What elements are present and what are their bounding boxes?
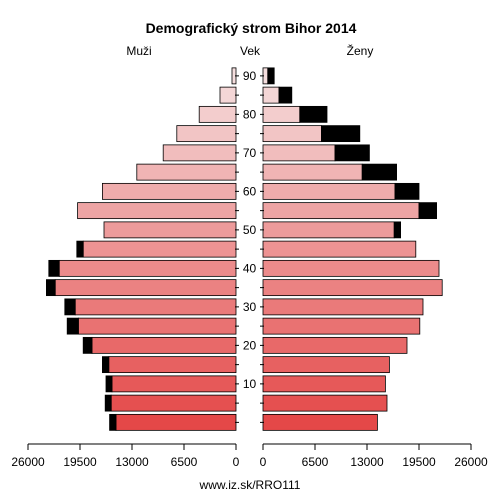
women-bar-45-49 <box>262 240 417 258</box>
women-bar-60-64 <box>262 182 396 200</box>
age-tick-label: 40 <box>243 261 257 275</box>
right-series-label: Ženy <box>347 43 374 58</box>
age-tick-label: 90 <box>243 69 257 83</box>
men-bar-60-64 <box>102 182 237 200</box>
age-axis-label: Vek <box>240 44 261 58</box>
women-bar-75-79 <box>262 125 322 143</box>
right-x-tick-label: 6500 <box>302 455 329 469</box>
women-bar-0-4 <box>262 413 378 431</box>
men-excess-bar-30-34 <box>64 298 76 316</box>
right-x-tick-label: 26000 <box>454 455 488 469</box>
women-bar-15-19 <box>262 356 390 374</box>
left-series-label: Muži <box>126 44 151 58</box>
women-excess-bar-80-84 <box>299 105 328 123</box>
women-bar-55-59 <box>262 202 420 220</box>
left-x-tick-label: 6500 <box>171 455 198 469</box>
left-x-tick-label: 0 <box>233 455 240 469</box>
men-excess-bar-15-19 <box>102 356 110 374</box>
women-excess-bar-65-69 <box>361 163 398 181</box>
women-bar-40-44 <box>262 259 440 277</box>
women-bar-30-34 <box>262 298 424 316</box>
age-tick-label: 80 <box>243 107 257 121</box>
bars-layer <box>46 67 443 431</box>
women-bar-80-84 <box>262 105 301 123</box>
left-x-tick-label: 13000 <box>115 455 149 469</box>
men-bar-50-54 <box>103 221 237 239</box>
women-bar-25-29 <box>262 317 421 335</box>
women-bar-70-74 <box>262 144 336 162</box>
right-x-tick-label: 19500 <box>402 455 436 469</box>
men-excess-bar-0-4 <box>109 413 117 431</box>
men-bar-85-89 <box>219 86 237 104</box>
women-excess-bar-60-64 <box>394 182 420 200</box>
women-bar-50-54 <box>262 221 395 239</box>
women-bar-85-89 <box>262 86 280 104</box>
women-bar-10-14 <box>262 375 386 393</box>
right-x-tick-label: 0 <box>260 455 267 469</box>
men-bar-45-49 <box>82 240 237 258</box>
age-tick-label: 70 <box>243 146 257 160</box>
women-bar-65-69 <box>262 163 363 181</box>
left-x-tick-label: 19500 <box>63 455 97 469</box>
age-tick-label: 60 <box>243 184 257 198</box>
men-bar-40-44 <box>58 259 237 277</box>
age-tick-label: 10 <box>243 377 257 391</box>
men-bar-35-39 <box>54 279 237 297</box>
women-excess-bar-90+ <box>267 67 275 85</box>
men-excess-bar-35-39 <box>46 279 56 297</box>
men-bar-10-14 <box>111 375 237 393</box>
chart-title: Demografický strom Bihor 2014 <box>146 20 357 36</box>
men-bar-80-84 <box>198 105 237 123</box>
men-bar-55-59 <box>77 202 237 220</box>
women-excess-bar-85-89 <box>278 86 293 104</box>
men-excess-bar-20-24 <box>82 336 93 354</box>
men-excess-bar-40-44 <box>48 259 60 277</box>
men-bar-70-74 <box>162 144 237 162</box>
men-bar-5-9 <box>110 394 237 412</box>
men-bar-75-79 <box>176 125 237 143</box>
women-excess-bar-50-54 <box>393 221 402 239</box>
men-excess-bar-5-9 <box>104 394 112 412</box>
age-tick-label: 30 <box>243 300 257 314</box>
axes-layer: 0 0 6500 6500 13000 13000 19500 19500 26000 26000… <box>11 69 488 469</box>
men-bar-65-69 <box>136 163 237 181</box>
age-tick-label: 50 <box>243 223 257 237</box>
women-excess-bar-70-74 <box>334 144 370 162</box>
women-bar-35-39 <box>262 279 443 297</box>
women-excess-bar-55-59 <box>418 202 438 220</box>
men-excess-bar-25-29 <box>66 317 79 335</box>
men-bar-0-4 <box>115 413 237 431</box>
age-tick-label: 20 <box>243 338 257 352</box>
footer-url: www.iz.sk/RRO111 <box>199 478 301 492</box>
men-bar-15-19 <box>108 356 237 374</box>
men-excess-bar-45-49 <box>76 240 84 258</box>
men-bar-25-29 <box>78 317 237 335</box>
men-bar-30-34 <box>74 298 237 316</box>
right-x-tick-label: 13000 <box>350 455 384 469</box>
women-excess-bar-75-79 <box>320 125 361 143</box>
men-excess-bar-10-14 <box>105 375 113 393</box>
men-bar-20-24 <box>91 336 237 354</box>
left-x-tick-label: 26000 <box>11 455 45 469</box>
women-bar-20-24 <box>262 336 408 354</box>
women-bar-5-9 <box>262 394 388 412</box>
